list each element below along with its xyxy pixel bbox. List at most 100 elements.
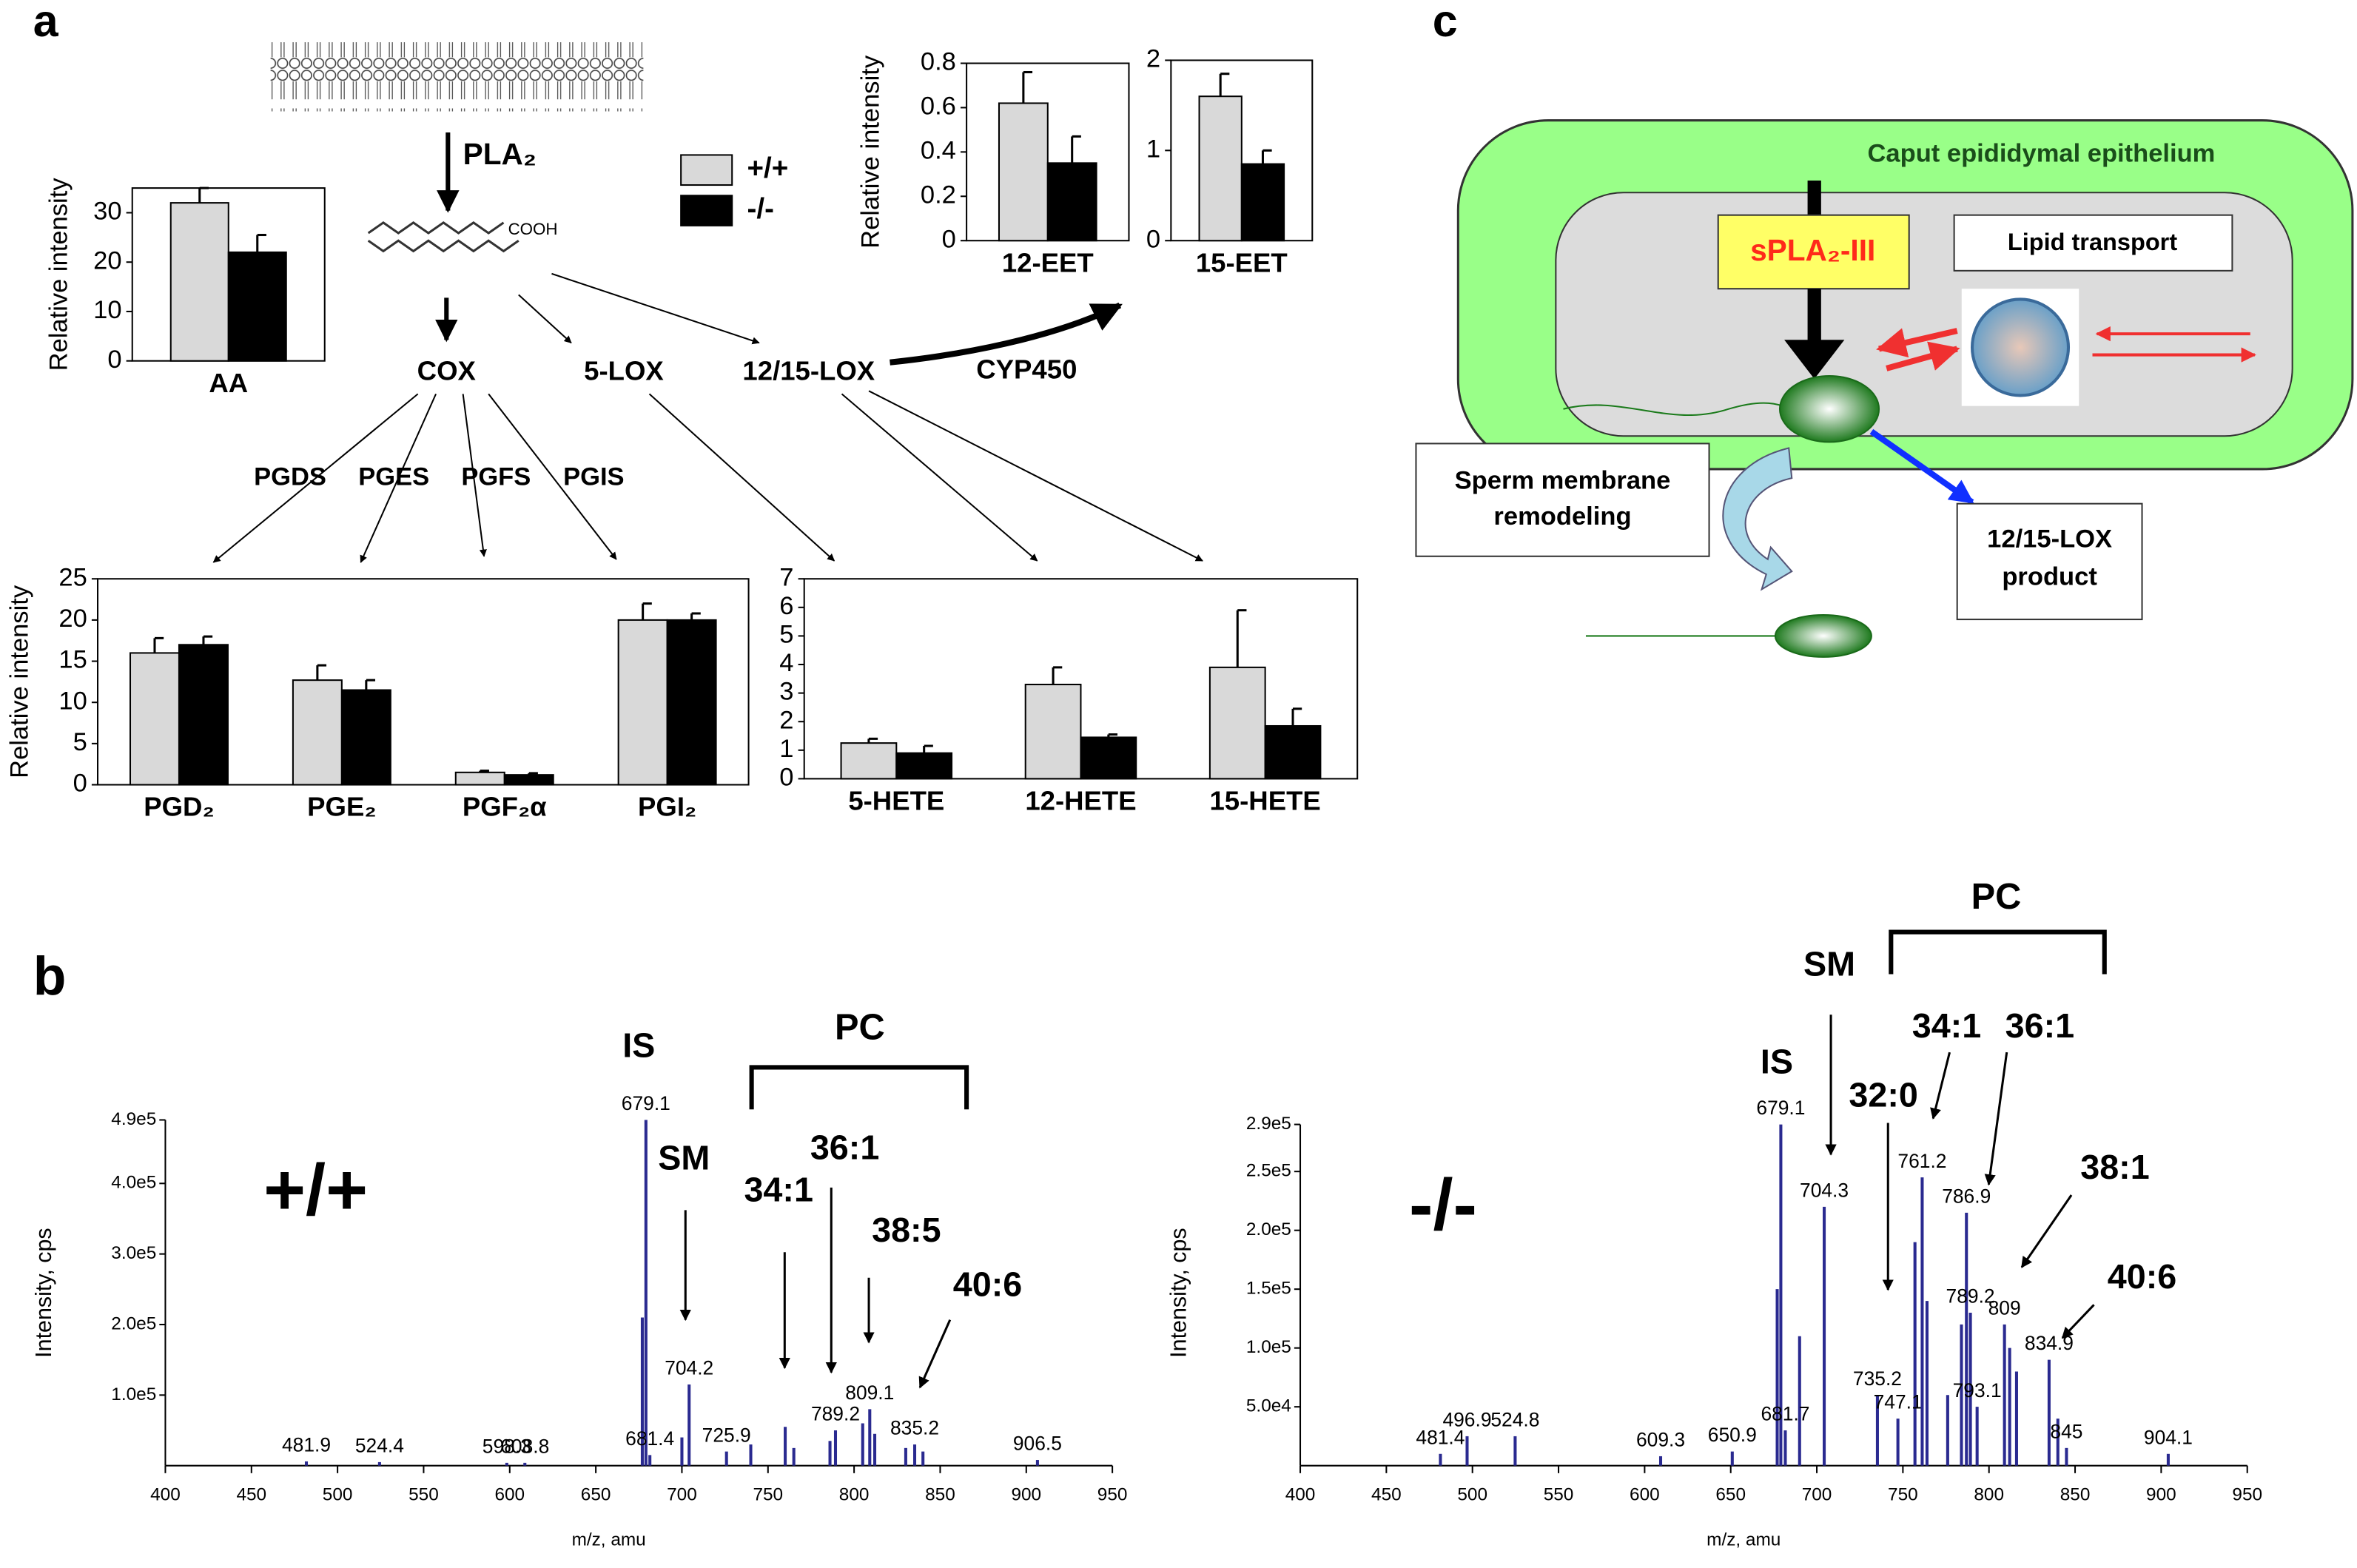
bar: [1208, 666, 1266, 780]
x-tick-label: 600: [1630, 1485, 1660, 1505]
x-tick-label: 12-HETE: [1025, 786, 1136, 816]
bar: [1024, 684, 1082, 780]
y-axis-label: Relative intensity: [6, 585, 34, 778]
remodeling-box: [1415, 443, 1710, 557]
x-tick-label: 550: [1544, 1485, 1574, 1505]
y-tick-label: 30: [93, 198, 121, 226]
peak-label: 835.2: [890, 1417, 939, 1439]
enzyme-label: sPLA₂-III: [1750, 233, 1875, 267]
arrow: [648, 393, 835, 562]
peak-annotation: IS: [622, 1026, 655, 1064]
bracket: [749, 1065, 969, 1110]
peak-label: 704.2: [665, 1357, 713, 1379]
arrow: [1869, 428, 1974, 505]
y-tick-label: 0.6: [921, 92, 956, 121]
y-tick-label: 1.5e5: [1246, 1279, 1291, 1299]
micelle: [1970, 297, 2071, 397]
peak-annotation: SM: [658, 1139, 710, 1177]
y-tick-label: 0: [942, 225, 956, 253]
arrow: [1876, 328, 1958, 358]
x-tick-label: 850: [925, 1485, 955, 1505]
bar: [1240, 163, 1285, 242]
y-tick-label: 15: [58, 646, 87, 674]
curved-arrow: [1722, 447, 1793, 591]
peak-label: 747.1: [1874, 1391, 1923, 1413]
y-axis-label: Relative intensity: [856, 55, 884, 249]
arrow-head: [1784, 340, 1845, 380]
bar: [129, 652, 180, 786]
bar: [227, 251, 287, 362]
peak-label: 524.8: [1490, 1409, 1539, 1431]
y-axis-label: Relative intensity: [44, 178, 73, 371]
x-tick-label: 950: [1097, 1485, 1128, 1505]
y-tick-label: 20: [58, 605, 87, 633]
arrow: [212, 393, 419, 563]
peak-label: 761.2: [1897, 1150, 1946, 1172]
y-axis-label: Intensity, cps: [1166, 1228, 1191, 1357]
legend-label: +/+: [747, 152, 789, 184]
bar: [666, 619, 717, 786]
branch-label: COX: [417, 356, 477, 386]
x-axis-label: m/z, amu: [572, 1530, 646, 1550]
y-tick-label: 5: [73, 728, 87, 756]
bar: [617, 619, 668, 786]
peak-annotation: 40:6: [953, 1265, 1022, 1303]
x-tick-label: 700: [667, 1485, 697, 1505]
product-box: [1956, 502, 2143, 621]
peak-label: 789.2: [1946, 1285, 1995, 1308]
enzyme-box: [1717, 214, 1910, 290]
peak-label: 679.1: [622, 1092, 670, 1114]
transport-label: Lipid transport: [2008, 229, 2177, 255]
y-tick-label: 2: [1146, 45, 1160, 73]
bracket-label: PC: [835, 1007, 885, 1047]
y-tick-label: 2.9e5: [1246, 1114, 1291, 1134]
arrow: [462, 394, 487, 557]
fatty-acid: [367, 221, 505, 235]
bar: [998, 102, 1049, 242]
peak-label: 725.9: [702, 1424, 751, 1446]
legend-swatch: [680, 154, 733, 186]
peak-label: 524.4: [355, 1435, 404, 1457]
peak-label: 496.9: [1442, 1409, 1491, 1431]
synthase-label: PGDS: [254, 462, 326, 491]
acid-group: COOH: [508, 220, 558, 238]
remodeling-frame: Sperm membrane remodeling: [1454, 465, 1671, 531]
x-tick-label: PGD₂: [144, 792, 214, 822]
y-tick-label: 4.0e5: [111, 1173, 156, 1193]
y-tick-label: 4.9e5: [111, 1109, 156, 1129]
genotype-label: +/+: [263, 1149, 368, 1230]
y-tick-label: 10: [58, 687, 87, 715]
y-tick-label: 0: [73, 770, 87, 798]
x-tick-label: 12-EET: [1002, 247, 1094, 277]
y-tick-label: 1: [1146, 135, 1160, 163]
y-tick-label: 6: [779, 592, 793, 620]
peak-label: 481.9: [282, 1434, 331, 1456]
peak-label: 704.3: [1800, 1180, 1849, 1202]
bar: [340, 689, 391, 786]
y-tick-label: 1: [779, 735, 793, 763]
peak-label: 904.1: [2144, 1426, 2193, 1448]
y-tick-label: 0.4: [921, 136, 956, 164]
branch-label: 5-LOX: [584, 356, 664, 386]
synthase-label: PGFS: [461, 462, 531, 491]
peak-label: 786.9: [1942, 1185, 1991, 1207]
peak-annotation: 38:1: [2080, 1148, 2149, 1186]
y-tick-label: 1.0e5: [1246, 1337, 1291, 1357]
peak-label: 809.1: [845, 1382, 894, 1404]
x-tick-label: 800: [1974, 1485, 2004, 1505]
enzyme-label: PLA₂: [463, 137, 537, 171]
membrane: [270, 42, 644, 112]
y-tick-label: 10: [93, 296, 121, 324]
y-tick-label: 2.0e5: [1246, 1219, 1291, 1239]
x-tick-label: 600: [494, 1485, 525, 1505]
bracket: [1889, 929, 2107, 975]
plot-frame: [97, 578, 750, 786]
x-tick-label: 750: [1888, 1485, 1918, 1505]
remodeling-label: Sperm membrane remodeling: [1454, 465, 1671, 531]
peak-annotation: 36:1: [810, 1128, 879, 1166]
y-tick-label: 3: [779, 678, 793, 706]
y-tick-label: 2.5e5: [1246, 1161, 1291, 1181]
y-tick-label: 5.0e4: [1246, 1396, 1291, 1416]
annotation-arrow: [1930, 1051, 1951, 1120]
